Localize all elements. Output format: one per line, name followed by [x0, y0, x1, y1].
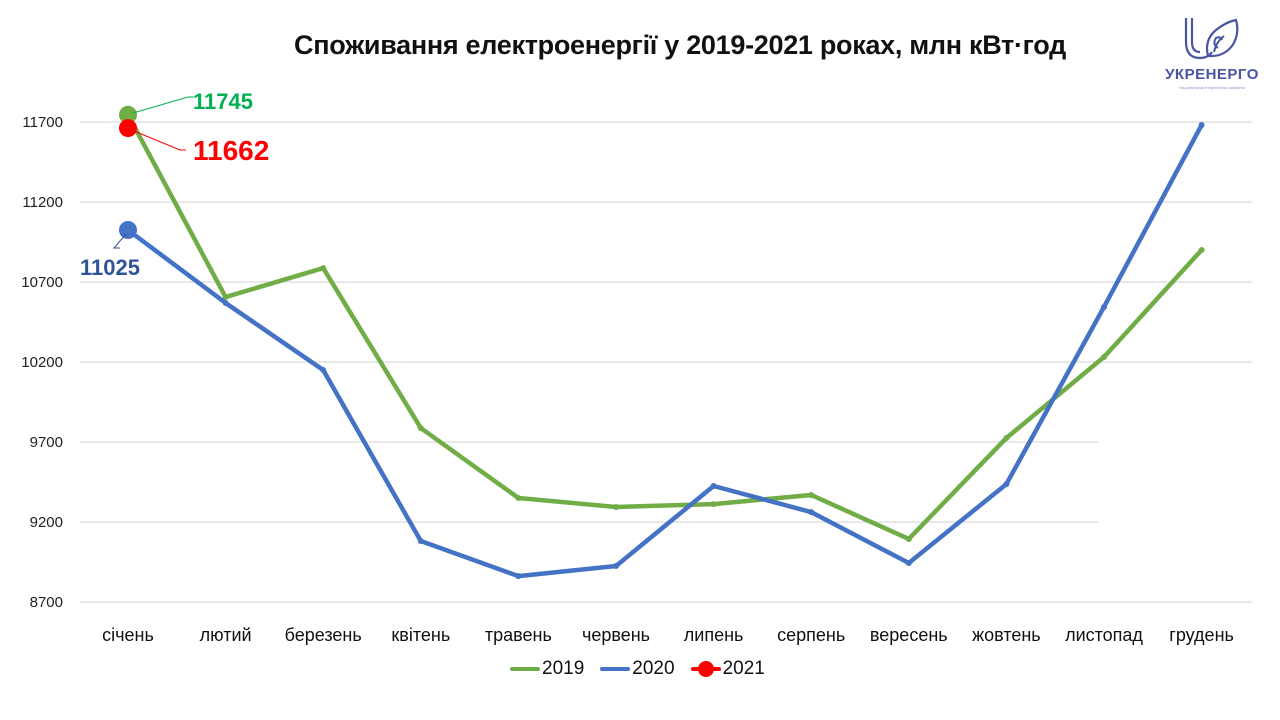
x-tick-label: травень [485, 625, 552, 645]
ukrenergo-logo-icon [1184, 18, 1239, 60]
data-point[interactable] [1198, 122, 1205, 129]
leader-line [132, 96, 194, 114]
data-point[interactable] [320, 265, 327, 272]
series-line-2020[interactable] [126, 123, 1204, 579]
x-tick-label: листопад [1065, 625, 1143, 645]
series-line-2019[interactable] [126, 113, 1204, 542]
legend-label-2020: 2020 [632, 658, 675, 679]
series-lines [119, 105, 1205, 580]
x-tick-label: жовтень [972, 625, 1041, 645]
data-point[interactable] [222, 299, 229, 306]
data-point[interactable] [613, 563, 619, 569]
logo-name: УКРЕНЕРГО [1165, 66, 1259, 83]
highlight-marker-2019[interactable] [119, 105, 137, 124]
data-point[interactable] [613, 503, 619, 510]
data-point[interactable] [1101, 354, 1107, 361]
y-tick-label: 11200 [22, 194, 63, 211]
x-tick-label: липень [684, 625, 744, 645]
x-tick-label: серпень [777, 625, 845, 645]
legend-swatch-2021 [690, 661, 721, 677]
data-point[interactable] [222, 294, 229, 301]
x-tick-label: червень [582, 625, 650, 645]
highlight-marker-2021[interactable] [119, 119, 137, 138]
data-point[interactable] [320, 367, 327, 373]
data-point[interactable] [1003, 481, 1010, 488]
legend-label-2021: 2021 [722, 658, 765, 679]
leader-line [133, 130, 186, 151]
data-point[interactable] [515, 573, 522, 580]
data-labels: 11745 11662 11025 [80, 89, 269, 280]
legend-item-2020[interactable]: 2020 [600, 658, 675, 680]
x-tick-label: січень [102, 625, 154, 645]
legend-swatch-2020 [600, 667, 631, 671]
data-label-v2019_jan: 11745 [193, 89, 253, 114]
ukrenergo-logo: УКРЕНЕРГО Національна енергетична компан… [1158, 12, 1266, 96]
chart-legend: 2019 2020 2021 [510, 658, 765, 680]
data-label-v2020_jan: 11025 [80, 255, 140, 280]
legend-swatch-2019 [510, 667, 540, 671]
y-tick-label: 10200 [21, 354, 63, 371]
logo-subtitle: Національна енергетична компанія [1179, 85, 1245, 90]
x-tick-label: вересень [870, 625, 948, 645]
y-tick-label: 9700 [30, 434, 63, 451]
x-tick-label: квітень [391, 625, 450, 645]
data-point[interactable] [808, 491, 815, 498]
data-point[interactable] [1101, 303, 1107, 310]
y-axis-ticks: 8700 9200 9700 10200 10700 11200 11700 [21, 114, 63, 611]
legend-item-2021[interactable]: 2021 [690, 658, 765, 680]
x-axis-ticks: січень лютий березень квітень травень червень… [102, 625, 1234, 645]
legend-label-2019: 2019 [542, 658, 585, 679]
y-tick-label: 8700 [30, 594, 63, 611]
legend-item-2019[interactable]: 2019 [510, 658, 584, 680]
data-point[interactable] [808, 509, 815, 516]
data-point[interactable] [905, 559, 912, 566]
data-point[interactable] [710, 483, 717, 489]
data-point[interactable] [1003, 435, 1010, 441]
gridlines [80, 121, 1252, 603]
y-tick-label: 10700 [21, 274, 63, 291]
data-point[interactable] [710, 501, 717, 508]
y-tick-label: 11700 [22, 114, 63, 131]
leader-line [112, 233, 127, 249]
data-point[interactable] [1198, 247, 1205, 253]
y-tick-label: 9200 [30, 514, 63, 531]
highlight-marker-2020[interactable] [119, 221, 137, 239]
x-tick-label: лютий [200, 625, 252, 645]
data-label-v2021_jan: 11662 [193, 135, 269, 166]
x-tick-label: березень [285, 625, 362, 645]
data-point[interactable] [515, 495, 522, 501]
data-point[interactable] [905, 535, 912, 542]
x-tick-label: грудень [1169, 625, 1234, 645]
chart-title: Споживання електроенергії у 2019-2021 ро… [294, 30, 1066, 60]
data-point[interactable] [417, 538, 424, 545]
data-point[interactable] [417, 425, 424, 432]
